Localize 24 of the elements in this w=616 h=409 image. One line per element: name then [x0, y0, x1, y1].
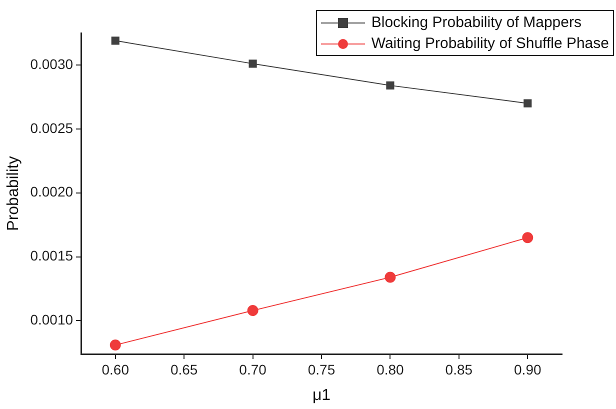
legend-label: Blocking Probability of Mappers: [371, 14, 582, 31]
y-axis-title: Probability: [5, 156, 22, 231]
x-tick-label: 0.85: [445, 361, 473, 378]
point: [248, 60, 257, 68]
y-tick-label: 0.0025: [30, 120, 74, 136]
x-tick-label: 0.60: [102, 361, 130, 378]
x-tick-label: 0.70: [239, 361, 267, 378]
x-tick-label: 0.90: [514, 361, 542, 378]
point: [386, 81, 394, 90]
point: [524, 99, 532, 108]
point: [522, 232, 534, 244]
point: [384, 272, 396, 283]
x-tick-label: 0.75: [308, 361, 336, 378]
x-tick-label: 0.65: [170, 361, 198, 378]
x-axis-title: μ1: [312, 386, 331, 404]
x-tick-label: 0.80: [376, 361, 404, 378]
point: [247, 305, 258, 316]
y-tick-label: 0.0020: [30, 184, 74, 200]
point: [110, 340, 121, 351]
point: [111, 36, 120, 45]
legend-label: Waiting Probability of Shuffle Phase: [371, 35, 609, 52]
y-tick-label: 0.0030: [30, 56, 74, 72]
y-tick-label: 0.0015: [30, 248, 74, 264]
y-tick-label: 0.0010: [30, 312, 74, 328]
